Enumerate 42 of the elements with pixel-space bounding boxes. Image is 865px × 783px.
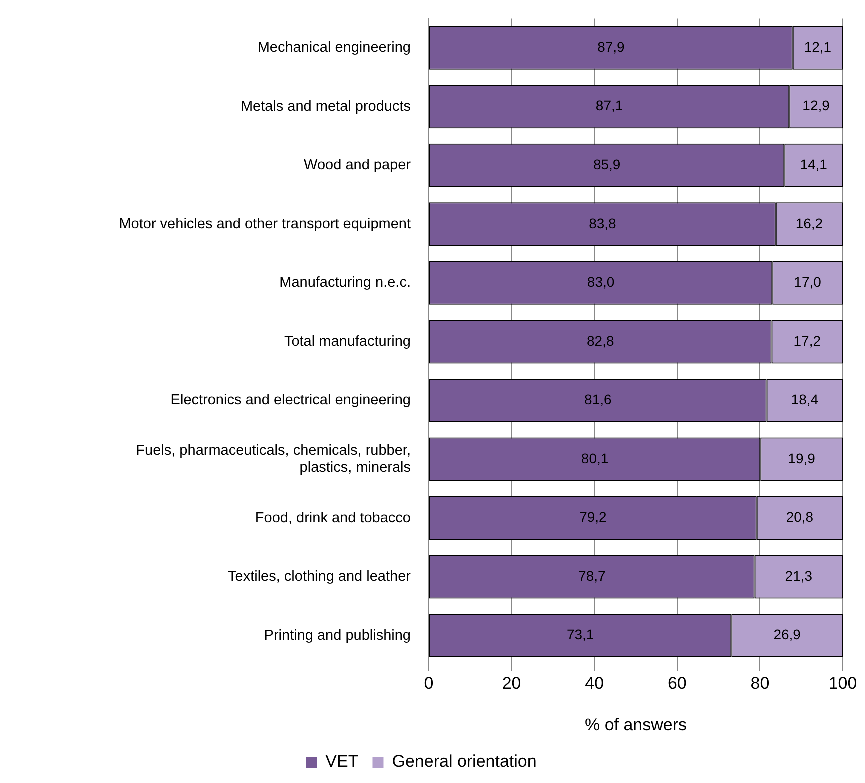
data-label: 83,0: [587, 274, 615, 290]
y-tick-label: Fuels, pharmaceuticals, chemicals, rubber, plastics, minerals: [136, 442, 411, 476]
x-tick-label: 60: [668, 674, 687, 694]
data-label: 18,4: [791, 392, 819, 408]
y-tick-label: Total manufacturing: [284, 334, 411, 350]
y-tick-label: Motor vehicles and other transport equipment: [119, 216, 411, 232]
legend-label: VET: [326, 752, 359, 772]
x-tick-label: 20: [502, 674, 522, 694]
data-label: 17,0: [794, 274, 822, 290]
data-label: 19,9: [788, 450, 816, 466]
x-tick-label: 40: [585, 674, 604, 694]
y-tick-label: Electronics and electrical engineering: [170, 392, 411, 409]
data-label: 73,1: [566, 626, 594, 643]
data-label: 87,9: [598, 38, 626, 55]
data-label: 83,8: [589, 215, 617, 232]
data-label: 82,8: [587, 332, 614, 349]
data-label: 17,2: [794, 332, 822, 349]
y-tick-label: Metals and metal products: [240, 98, 411, 115]
y-tick-label: Wood and paper: [304, 158, 412, 174]
data-label: 12,9: [802, 98, 830, 114]
data-label: 79,2: [580, 509, 608, 526]
legend-label: General orientation: [392, 752, 537, 772]
data-label: 80,1: [581, 450, 609, 466]
data-label: 87,1: [596, 98, 624, 114]
y-tick-label: Manufacturing n.e.c.: [280, 275, 411, 292]
data-label: 12,1: [804, 38, 832, 55]
data-label: 85,9: [593, 156, 621, 172]
x-tick-label: 0: [424, 674, 434, 694]
data-label: 78,7: [578, 568, 606, 584]
data-label: 81,6: [584, 392, 612, 408]
data-label: 26,9: [774, 626, 802, 643]
x-tick-label: 100: [828, 674, 858, 694]
y-tick-label: Printing and publishing: [264, 628, 411, 644]
y-tick-label: Textiles, clothing and leather: [228, 569, 412, 586]
x-axis-title: % of answers: [584, 715, 688, 734]
data-label: 16,2: [796, 215, 824, 232]
data-label: 20,8: [786, 509, 814, 526]
data-label: 14,1: [800, 156, 828, 172]
y-tick-label: Food, drink and tobacco: [255, 510, 411, 526]
y-tick-label: Mechanical engineering: [258, 40, 411, 56]
data-label: 21,3: [785, 568, 813, 584]
x-tick-label: 80: [750, 674, 770, 694]
